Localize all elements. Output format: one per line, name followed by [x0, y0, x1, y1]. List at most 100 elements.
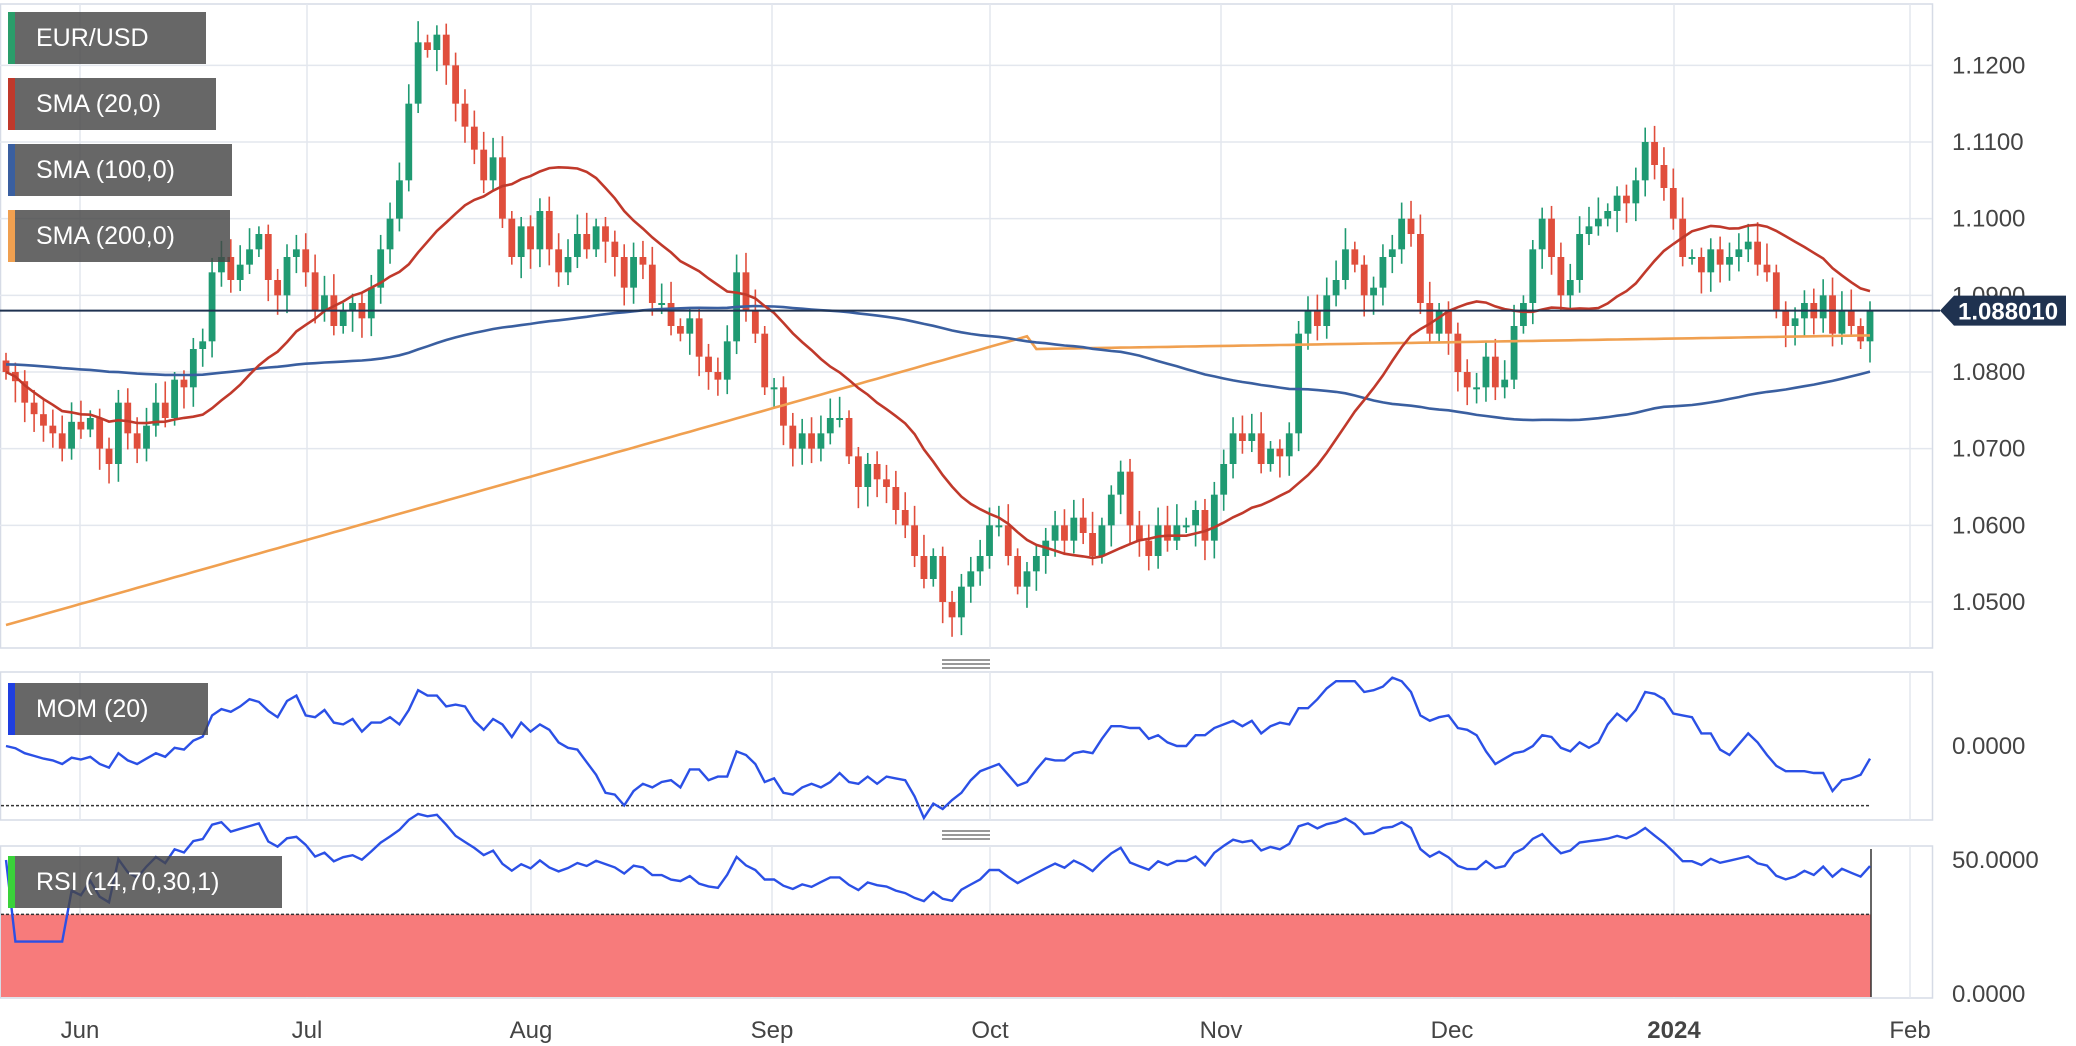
candle[interactable] [517, 216, 525, 279]
candle[interactable] [920, 534, 928, 589]
candle[interactable] [105, 437, 113, 484]
candle[interactable] [948, 590, 956, 637]
candle[interactable] [976, 539, 984, 586]
candle[interactable] [901, 492, 909, 539]
candle[interactable] [1697, 247, 1705, 294]
candle[interactable] [49, 409, 57, 448]
candle[interactable] [1426, 281, 1434, 344]
candle[interactable] [386, 202, 394, 264]
candle[interactable] [1182, 517, 1190, 533]
candle[interactable] [124, 388, 132, 450]
candle[interactable] [1594, 197, 1602, 236]
candle[interactable] [180, 370, 188, 409]
candle[interactable] [1482, 340, 1490, 402]
candle[interactable] [705, 343, 712, 390]
candle[interactable] [1557, 242, 1565, 312]
candle[interactable] [1173, 504, 1181, 551]
candle[interactable] [199, 328, 207, 367]
candle[interactable] [1229, 417, 1237, 479]
candle[interactable] [1576, 216, 1584, 293]
candle[interactable] [1117, 460, 1125, 515]
candle[interactable] [349, 293, 356, 332]
candle[interactable] [1791, 307, 1799, 346]
candle[interactable] [1407, 200, 1415, 247]
candle[interactable] [30, 389, 38, 432]
candle[interactable] [536, 198, 544, 268]
candle[interactable] [1754, 222, 1761, 276]
candle[interactable] [817, 415, 825, 462]
candle[interactable] [723, 325, 731, 395]
candle[interactable] [367, 274, 375, 337]
candle[interactable] [1566, 263, 1574, 310]
candle[interactable] [1454, 322, 1462, 392]
candle[interactable] [864, 452, 872, 507]
candle[interactable] [1604, 203, 1612, 227]
candle[interactable] [986, 507, 993, 569]
candle[interactable] [1164, 505, 1171, 552]
candle[interactable] [1032, 544, 1040, 591]
candle[interactable] [836, 396, 844, 428]
candle[interactable] [695, 307, 703, 377]
candle[interactable] [1023, 561, 1031, 608]
candle[interactable] [545, 196, 553, 266]
candle[interactable] [292, 234, 300, 274]
candle[interactable] [1332, 260, 1340, 307]
candle[interactable] [311, 254, 319, 324]
candle[interactable] [489, 137, 497, 192]
rsi-tag[interactable]: RSI (14,70,30,1) [8, 856, 282, 908]
candle[interactable] [1669, 168, 1677, 230]
candle[interactable] [1285, 422, 1293, 476]
candle[interactable] [143, 407, 150, 462]
candle[interactable] [1313, 294, 1321, 341]
candle[interactable] [274, 268, 282, 315]
candle[interactable] [1548, 205, 1555, 275]
candle[interactable] [433, 25, 441, 72]
candle[interactable] [1613, 186, 1621, 233]
candle[interactable] [1651, 125, 1658, 180]
candle[interactable] [677, 318, 684, 342]
candle[interactable] [854, 446, 862, 509]
candle[interactable] [826, 398, 834, 445]
candle[interactable] [1210, 481, 1218, 559]
candle[interactable] [1248, 413, 1256, 453]
candle[interactable] [1716, 236, 1724, 283]
candle[interactable] [845, 410, 853, 464]
candle[interactable] [564, 239, 572, 286]
candle[interactable] [630, 242, 637, 304]
candle[interactable] [470, 110, 478, 165]
candle[interactable] [161, 381, 169, 428]
candle[interactable] [255, 226, 263, 257]
candle[interactable] [1379, 244, 1387, 306]
candle[interactable] [1295, 320, 1303, 452]
mom-tag[interactable]: MOM (20) [8, 683, 208, 735]
candle[interactable] [1061, 509, 1068, 556]
candle[interactable] [208, 257, 216, 358]
candle[interactable] [958, 573, 965, 636]
candle[interactable] [527, 215, 534, 269]
candle[interactable] [452, 52, 460, 122]
candle[interactable] [424, 34, 431, 58]
candle[interactable] [1135, 510, 1143, 557]
candle[interactable] [995, 505, 1003, 537]
mom-rsi-separator[interactable] [942, 830, 990, 840]
candle[interactable] [602, 216, 609, 263]
candle[interactable] [442, 23, 450, 85]
candle[interactable] [939, 546, 947, 624]
candle[interactable] [1370, 276, 1377, 315]
candle[interactable] [1398, 202, 1406, 264]
candle[interactable] [21, 370, 29, 423]
candle[interactable] [1510, 304, 1518, 390]
candle[interactable] [1192, 500, 1199, 547]
candle[interactable] [873, 451, 881, 498]
candle[interactable] [1501, 360, 1509, 399]
candle[interactable] [339, 303, 347, 334]
sma100-tag[interactable]: SMA (100,0) [8, 144, 232, 196]
candle[interactable] [1435, 303, 1443, 342]
candle[interactable] [115, 389, 122, 482]
candle[interactable] [1239, 415, 1246, 454]
candle[interactable] [405, 84, 413, 192]
candle[interactable] [1782, 301, 1790, 348]
candle[interactable] [152, 383, 160, 437]
candle[interactable] [883, 464, 890, 504]
